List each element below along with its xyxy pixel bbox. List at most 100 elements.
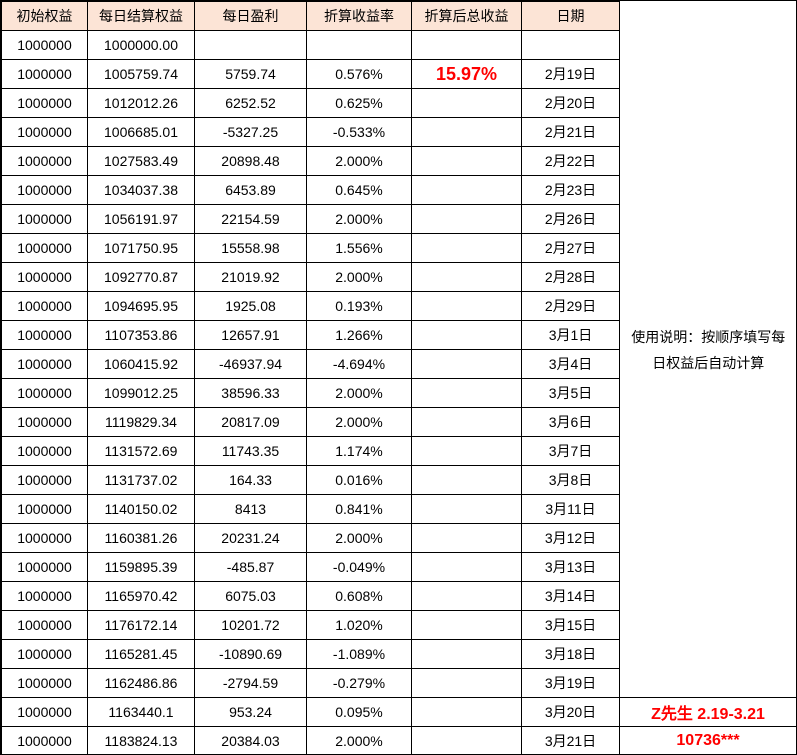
header-initial-equity[interactable]: 初始权益 [1,1,88,31]
cell-return-rate[interactable]: 2.000% [306,204,412,234]
cell-date[interactable]: 3月20日 [521,697,620,727]
cell-settlement-equity[interactable]: 1094695.95 [87,291,195,321]
header-date[interactable]: 日期 [521,1,620,31]
cell-settlement-equity[interactable]: 1012012.26 [87,88,195,118]
cell-date[interactable]: 3月18日 [521,639,620,669]
header-daily-profit[interactable]: 每日盈利 [194,1,307,31]
cell-initial-equity[interactable]: 1000000 [1,262,88,292]
cell-date[interactable]: 3月14日 [521,581,620,611]
cell-date[interactable] [521,30,620,60]
cell-date[interactable]: 3月6日 [521,407,620,437]
cell-date[interactable]: 3月12日 [521,523,620,553]
cell-daily-profit[interactable]: -46937.94 [194,349,307,379]
cell-total-return[interactable] [411,581,522,611]
cell-return-rate[interactable]: 0.016% [306,465,412,495]
cell-settlement-equity[interactable]: 1160381.26 [87,523,195,553]
header-settlement-equity[interactable]: 每日结算权益 [87,1,195,31]
cell-return-rate[interactable]: 0.193% [306,291,412,321]
cell-daily-profit[interactable]: 20898.48 [194,146,307,176]
cell-total-return[interactable] [411,436,522,466]
cell-daily-profit[interactable]: 20817.09 [194,407,307,437]
cell-return-rate[interactable]: 2.000% [306,146,412,176]
cell-settlement-equity[interactable]: 1165970.42 [87,581,195,611]
cell-total-return[interactable] [411,668,522,698]
cell-daily-profit[interactable]: -5327.25 [194,117,307,147]
header-total-return[interactable]: 折算后总收益 [411,1,522,31]
cell-return-rate[interactable]: 0.095% [306,697,412,727]
cell-settlement-equity[interactable]: 1006685.01 [87,117,195,147]
cell-date[interactable]: 3月13日 [521,552,620,582]
cell-total-return[interactable] [411,146,522,176]
cell-date[interactable]: 3月8日 [521,465,620,495]
cell-total-return[interactable] [411,639,522,669]
cell-date[interactable]: 2月23日 [521,175,620,205]
cell-initial-equity[interactable]: 1000000 [1,639,88,669]
cell-date[interactable]: 2月20日 [521,88,620,118]
cell-date[interactable]: 2月21日 [521,117,620,147]
cell-date[interactable]: 2月22日 [521,146,620,176]
cell-initial-equity[interactable]: 1000000 [1,523,88,553]
cell-settlement-equity[interactable]: 1099012.25 [87,378,195,408]
cell-total-return[interactable] [411,117,522,147]
cell-initial-equity[interactable]: 1000000 [1,436,88,466]
cell-total-return[interactable] [411,291,522,321]
cell-daily-profit[interactable]: 38596.33 [194,378,307,408]
cell-settlement-equity[interactable]: 1119829.34 [87,407,195,437]
cell-settlement-equity[interactable]: 1056191.97 [87,204,195,234]
cell-initial-equity[interactable]: 1000000 [1,117,88,147]
cell-settlement-equity[interactable]: 1000000.00 [87,30,195,60]
cell-total-return[interactable] [411,262,522,292]
cell-return-rate[interactable]: -1.089% [306,639,412,669]
cell-return-rate[interactable]: 2.000% [306,378,412,408]
cell-settlement-equity[interactable]: 1005759.74 [87,59,195,89]
cell-total-return[interactable] [411,175,522,205]
cell-settlement-equity[interactable]: 1060415.92 [87,349,195,379]
cell-daily-profit[interactable] [194,30,307,60]
cell-return-rate[interactable]: -0.533% [306,117,412,147]
cell-return-rate[interactable]: 2.000% [306,523,412,553]
cell-initial-equity[interactable]: 1000000 [1,146,88,176]
cell-settlement-equity[interactable]: 1034037.38 [87,175,195,205]
cell-date[interactable]: 3月5日 [521,378,620,408]
cell-total-return[interactable] [411,407,522,437]
cell-daily-profit[interactable]: 20384.03 [194,726,307,754]
cell-return-rate[interactable]: 1.174% [306,436,412,466]
cell-date[interactable]: 2月19日 [521,59,620,89]
cell-daily-profit[interactable]: 1925.08 [194,291,307,321]
cell-date[interactable]: 2月29日 [521,291,620,321]
cell-initial-equity[interactable]: 1000000 [1,88,88,118]
cell-date[interactable]: 2月28日 [521,262,620,292]
cell-return-rate[interactable]: 1.020% [306,610,412,640]
cell-return-rate[interactable] [306,30,412,60]
cell-total-return[interactable] [411,378,522,408]
cell-initial-equity[interactable]: 1000000 [1,349,88,379]
cell-initial-equity[interactable]: 1000000 [1,233,88,263]
header-return-rate[interactable]: 折算收益率 [306,1,412,31]
cell-return-rate[interactable]: -4.694% [306,349,412,379]
cell-daily-profit[interactable]: 6453.89 [194,175,307,205]
cell-daily-profit[interactable]: 953.24 [194,697,307,727]
cell-initial-equity[interactable]: 1000000 [1,726,88,754]
cell-daily-profit[interactable]: 6075.03 [194,581,307,611]
cell-date[interactable]: 3月15日 [521,610,620,640]
cell-initial-equity[interactable]: 1000000 [1,407,88,437]
cell-initial-equity[interactable]: 1000000 [1,59,88,89]
cell-total-return[interactable] [411,523,522,553]
cell-initial-equity[interactable]: 1000000 [1,581,88,611]
cell-settlement-equity[interactable]: 1027583.49 [87,146,195,176]
cell-initial-equity[interactable]: 1000000 [1,320,88,350]
cell-settlement-equity[interactable]: 1107353.86 [87,320,195,350]
cell-daily-profit[interactable]: 15558.98 [194,233,307,263]
cell-initial-equity[interactable]: 1000000 [1,552,88,582]
cell-daily-profit[interactable]: 20231.24 [194,523,307,553]
cell-daily-profit[interactable]: 22154.59 [194,204,307,234]
cell-initial-equity[interactable]: 1000000 [1,610,88,640]
cell-return-rate[interactable]: 1.556% [306,233,412,263]
cell-settlement-equity[interactable]: 1165281.45 [87,639,195,669]
cell-return-rate[interactable]: 0.645% [306,175,412,205]
cell-total-return[interactable] [411,233,522,263]
cell-return-rate[interactable]: 0.625% [306,88,412,118]
cell-return-rate[interactable]: -0.049% [306,552,412,582]
cell-return-rate[interactable]: 2.000% [306,726,412,754]
cell-date[interactable]: 3月21日 [521,726,620,754]
